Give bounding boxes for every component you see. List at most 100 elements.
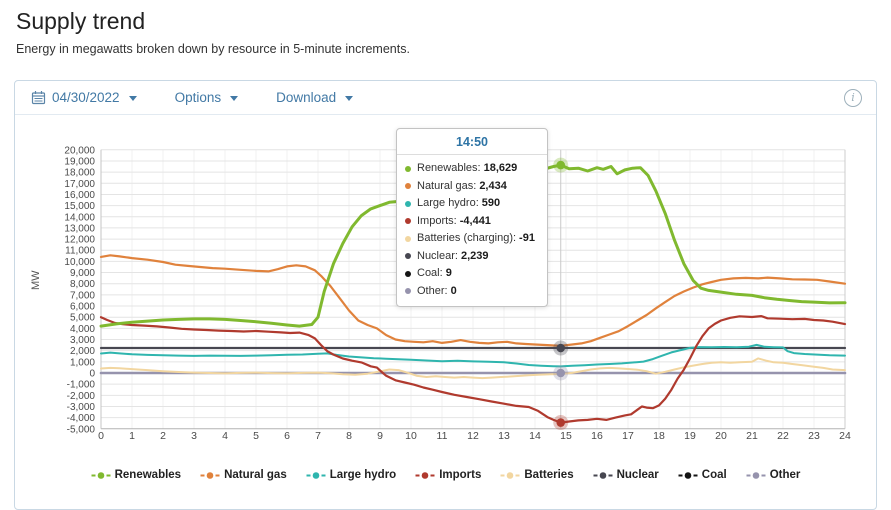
legend-item-label: Renewables [114, 469, 182, 481]
legend-item-label: Natural gas [224, 469, 287, 481]
x-tick-label: 3 [191, 430, 197, 442]
tooltip-row-label: Renewables: [417, 162, 481, 174]
x-tick-label: 5 [253, 430, 259, 442]
chevron-down-icon [128, 96, 137, 101]
legend-marker-icon [306, 471, 326, 479]
legend-item-label: Other [769, 469, 801, 481]
y-tick-label: 4,000 [70, 324, 95, 335]
x-tick-label: 7 [315, 430, 321, 442]
legend-item-other[interactable]: Other [746, 469, 801, 481]
x-tick-label: 10 [405, 430, 417, 442]
y-tick-label: 11,000 [65, 246, 95, 257]
x-tick-label: 19 [684, 430, 696, 442]
y-axis-title: MW [30, 270, 42, 290]
date-picker-value: 04/30/2022 [52, 90, 120, 105]
tooltip-row-label: Other: [417, 284, 448, 297]
page-subtitle: Energy in megawatts broken down by resou… [16, 42, 410, 56]
series-natural_gas-line [99, 254, 847, 347]
series-color-dot [405, 235, 411, 242]
x-tick-label: 18 [653, 430, 665, 442]
legend-marker-icon [91, 471, 111, 479]
y-tick-label: 10,000 [64, 257, 95, 268]
x-tick-label: 2 [160, 430, 166, 442]
download-button[interactable]: Download [276, 90, 354, 105]
legend-item-large-hydro[interactable]: Large hydro [306, 469, 396, 481]
y-tick-label: 8,000 [70, 279, 95, 290]
tooltip-row-value: 0 [450, 284, 457, 297]
legend-item-natural-gas[interactable]: Natural gas [200, 469, 287, 481]
tooltip-row-label: Nuclear: [417, 249, 458, 262]
x-tick-label: 24 [839, 430, 851, 442]
x-tick-label: 4 [222, 430, 228, 442]
tooltip-row-value: -91 [519, 232, 535, 244]
tooltip-row-label: Coal: [417, 267, 443, 279]
legend-item-label: Coal [701, 469, 727, 481]
legend-item-imports[interactable]: Imports [415, 469, 481, 481]
series-color-dot [405, 253, 411, 260]
series-color-dot [405, 288, 411, 295]
tooltip-row-value: 18,629 [483, 162, 518, 174]
y-tick-label: 3,000 [70, 335, 95, 346]
legend-item-coal[interactable]: Coal [678, 469, 727, 481]
y-tick-label: -2,000 [67, 391, 96, 402]
hover-marker-nuclear [556, 343, 566, 353]
y-tick-label: 0 [89, 369, 95, 380]
hover-marker-other [556, 368, 566, 378]
legend-marker-icon [500, 471, 520, 479]
tooltip-row: Renewables: 18,629 [405, 160, 539, 178]
legend-item-renewables[interactable]: Renewables [91, 469, 181, 481]
y-tick-label: 15,000 [64, 201, 95, 212]
x-tick-label: 14 [529, 430, 541, 442]
y-tick-label: 6,000 [70, 302, 95, 313]
y-tick-label: 5,000 [70, 313, 95, 324]
legend-item-batteries[interactable]: Batteries [500, 469, 574, 481]
tooltip-row: Nuclear: 2,239 [405, 248, 539, 266]
tooltip-row-value: 2,239 [460, 249, 489, 262]
x-tick-label: 16 [591, 430, 603, 442]
tooltip-row: Imports: -4,441 [405, 213, 539, 231]
options-button[interactable]: Options [175, 90, 239, 105]
series-color-dot [405, 270, 411, 277]
y-tick-label: 19,000 [64, 156, 95, 167]
y-tick-label: 9,000 [70, 268, 95, 279]
x-tick-label: 13 [498, 430, 510, 442]
tooltip-row-label: Large hydro: [417, 197, 479, 209]
page-title: Supply trend [16, 8, 146, 34]
date-picker-button[interactable]: 04/30/2022 [31, 90, 137, 105]
legend-marker-icon [678, 471, 698, 479]
tooltip-row-label: Natural gas: [417, 179, 477, 192]
legend-item-label: Nuclear [616, 469, 659, 481]
legend-item-nuclear[interactable]: Nuclear [593, 469, 659, 481]
y-tick-label: 20,000 [64, 145, 95, 156]
y-tick-label: -5,000 [67, 424, 96, 435]
tooltip-row: Natural gas: 2,434 [405, 178, 539, 196]
series-imports-line [99, 315, 847, 424]
tooltip-row-value: -4,441 [459, 214, 491, 227]
tooltip-row: Batteries (charging): -91 [405, 230, 539, 248]
y-tick-label: 1,000 [70, 357, 95, 368]
x-tick-label: 17 [622, 430, 634, 442]
tooltip-row-value: 590 [481, 197, 501, 209]
x-tick-label: 9 [377, 430, 383, 442]
chevron-down-icon [345, 96, 354, 101]
legend-marker-icon [746, 471, 766, 479]
tooltip-row-value: 2,434 [479, 179, 507, 192]
x-tick-label: 12 [467, 430, 479, 442]
x-tick-label: 15 [560, 430, 572, 442]
tooltip-row: Other: 0 [405, 283, 539, 301]
x-tick-label: 1 [129, 430, 135, 442]
y-tick-label: 7,000 [70, 290, 95, 301]
tooltip-row: Coal: 9 [405, 265, 539, 283]
x-tick-label: 8 [346, 430, 352, 442]
y-tick-label: -4,000 [67, 413, 96, 424]
series-color-dot [405, 183, 411, 190]
download-label: Download [276, 90, 337, 105]
x-tick-label: 0 [98, 430, 104, 442]
legend-marker-icon [593, 471, 613, 479]
series-batteries-line [100, 357, 846, 380]
legend-item-label: Batteries [524, 469, 574, 481]
info-icon[interactable]: i [844, 88, 862, 107]
chart-toolbar: 04/30/2022 Options Download i [15, 81, 876, 115]
series-color-dot [405, 218, 411, 225]
